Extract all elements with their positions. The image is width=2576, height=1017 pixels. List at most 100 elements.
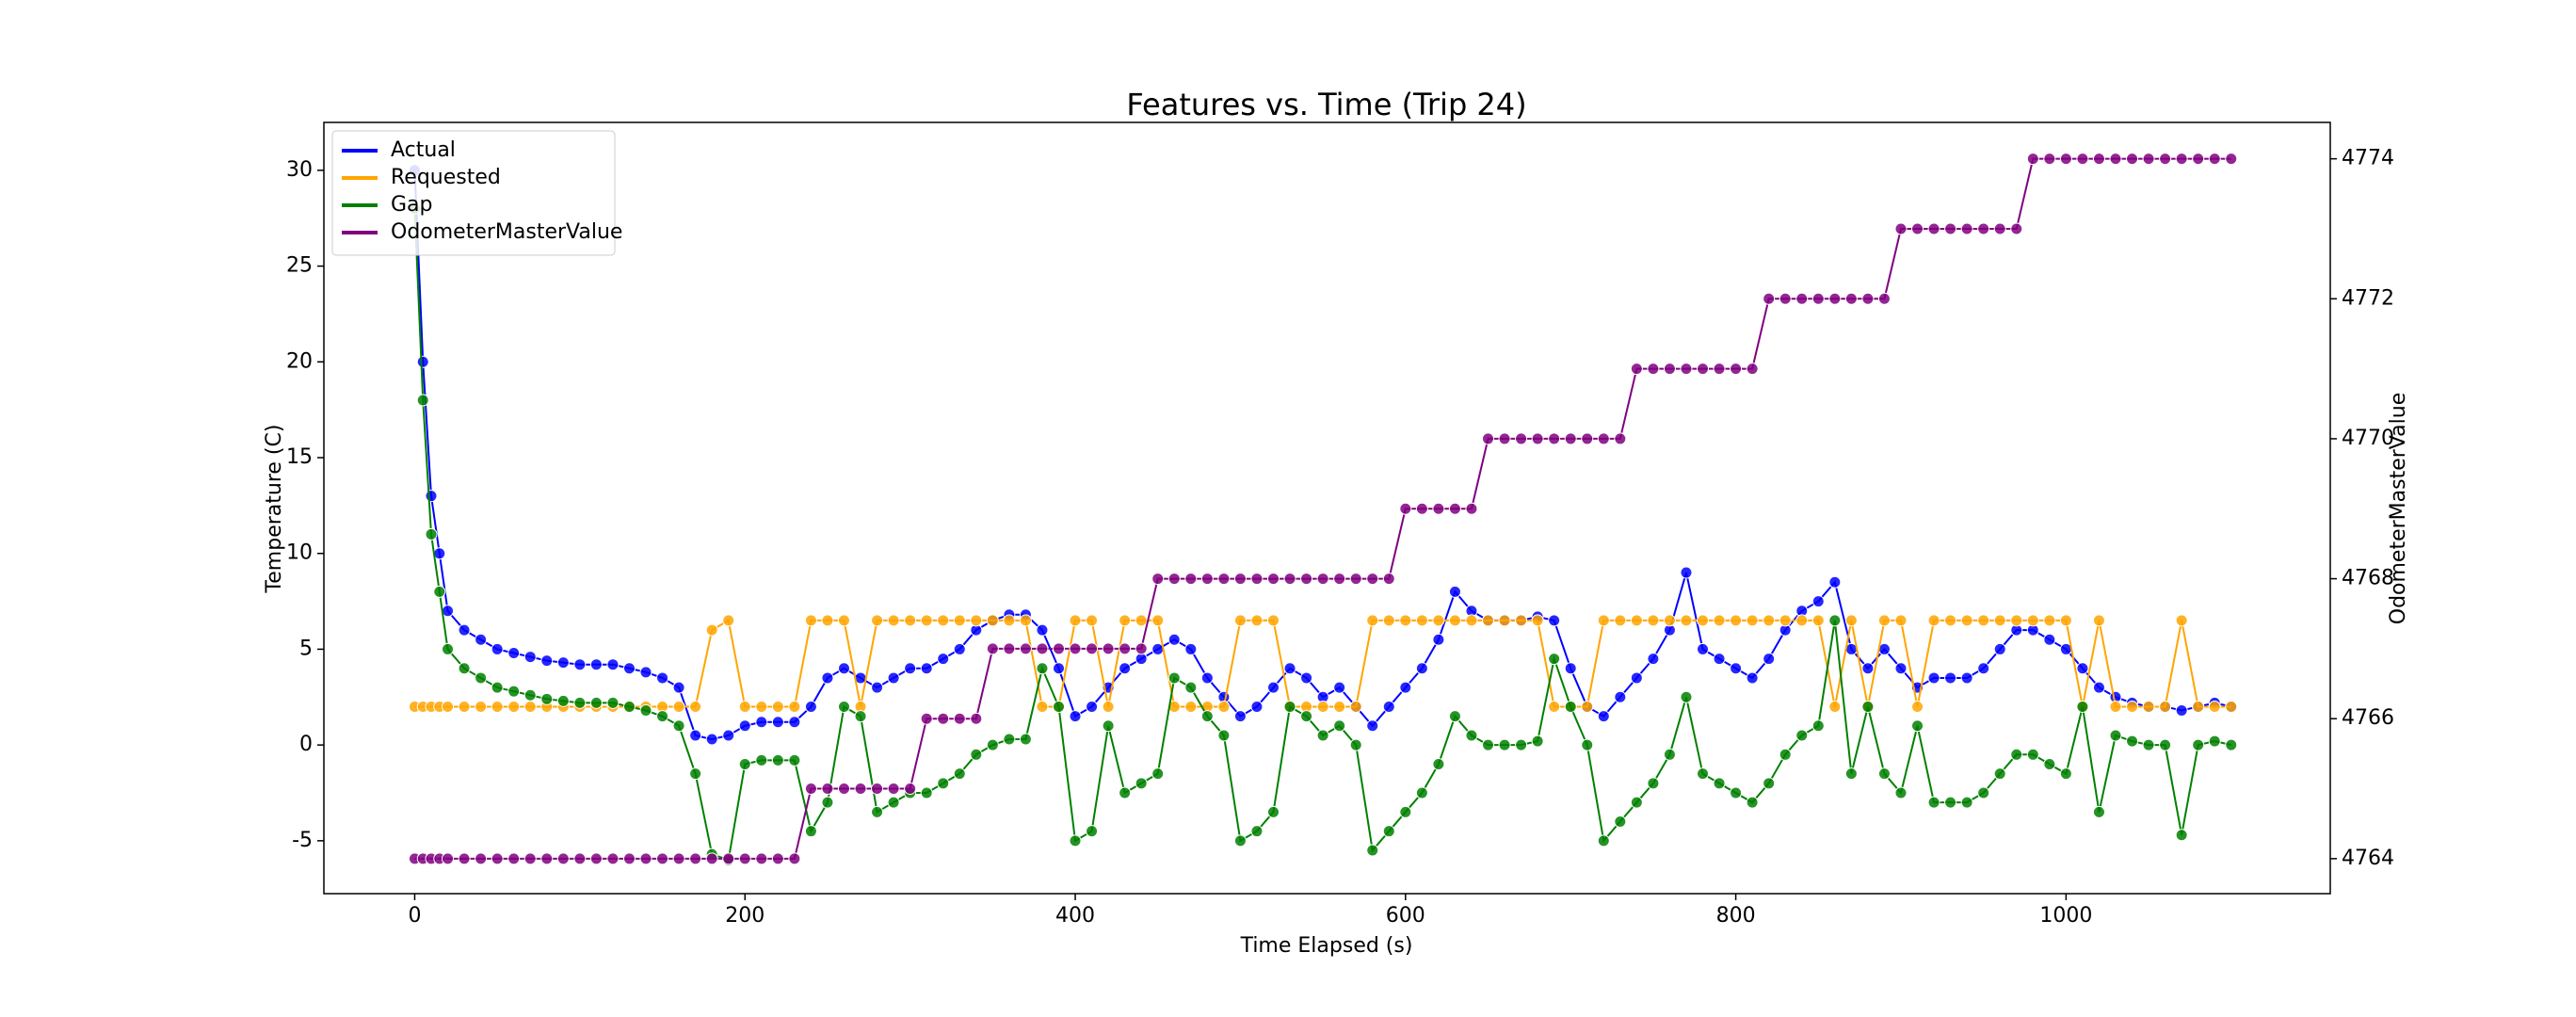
- data-point: [970, 614, 983, 627]
- data-point: [2225, 700, 2238, 713]
- data-point: [1069, 834, 1082, 848]
- data-point: [2092, 681, 2105, 694]
- legend-label: OdometerMasterValue: [391, 220, 622, 244]
- data-point: [442, 605, 455, 618]
- data-point: [1366, 573, 1379, 586]
- data-point: [2043, 614, 2056, 627]
- data-point: [1795, 614, 1809, 627]
- data-point: [1680, 363, 1693, 376]
- data-point: [788, 716, 801, 729]
- data-point: [1779, 292, 1792, 305]
- data-point: [2192, 700, 2205, 713]
- data-point: [556, 694, 570, 707]
- data-point: [705, 623, 718, 637]
- data-point: [689, 729, 702, 742]
- x-tick-label: 0: [408, 904, 421, 928]
- data-point: [2208, 153, 2221, 166]
- data-point: [1250, 825, 1264, 838]
- data-point: [1795, 292, 1809, 305]
- data-point: [871, 614, 884, 627]
- data-point: [771, 753, 784, 767]
- data-point: [425, 527, 438, 541]
- data-point: [722, 852, 735, 865]
- data-point: [1119, 786, 1132, 799]
- data-point: [953, 642, 966, 655]
- data-point: [1382, 825, 1395, 838]
- y-tick-label: 25: [286, 254, 313, 278]
- data-point: [1597, 710, 1610, 723]
- data-point: [1167, 671, 1181, 685]
- data-point: [2043, 757, 2056, 770]
- data-point: [1877, 767, 1891, 781]
- data-point: [1316, 729, 1329, 742]
- data-point: [1647, 614, 1660, 627]
- data-point: [970, 748, 983, 761]
- data-point: [2026, 748, 2039, 761]
- data-point: [1036, 700, 1049, 713]
- data-point: [1465, 502, 1478, 515]
- data-point: [1349, 573, 1362, 586]
- data-point: [523, 852, 537, 865]
- data-point: [1828, 614, 1842, 627]
- data-point: [986, 738, 999, 751]
- data-point: [1614, 815, 1627, 829]
- data-point: [1614, 432, 1627, 445]
- data-point: [854, 783, 867, 796]
- data-point: [639, 666, 652, 679]
- legend-label: Gap: [391, 193, 433, 217]
- data-point: [656, 671, 669, 685]
- data-point: [1399, 502, 1412, 515]
- data-point: [804, 700, 817, 713]
- data-point: [1333, 700, 1346, 713]
- data-point: [1036, 662, 1049, 675]
- data-point: [1266, 573, 1280, 586]
- data-point: [1184, 681, 1198, 694]
- data-point: [1746, 796, 1759, 809]
- x-tick-label: 800: [1716, 904, 1756, 928]
- data-point: [1052, 700, 1065, 713]
- data-point: [1614, 690, 1627, 703]
- data-point: [1250, 614, 1264, 627]
- data-point: [1763, 653, 1776, 666]
- data-point: [1366, 844, 1379, 857]
- data-point: [1233, 710, 1247, 723]
- y2-tick-label: 4764: [2342, 847, 2394, 870]
- data-point: [2208, 734, 2221, 748]
- data-point: [1647, 653, 1660, 666]
- data-point: [1266, 681, 1280, 694]
- data-point: [1316, 700, 1329, 713]
- data-point: [1415, 502, 1428, 515]
- data-point: [1828, 292, 1842, 305]
- data-point: [1217, 700, 1231, 713]
- data-point: [1415, 786, 1428, 799]
- data-point: [1266, 614, 1280, 627]
- data-point: [589, 852, 603, 865]
- data-point: [1200, 671, 1214, 685]
- data-point: [573, 852, 587, 865]
- data-point: [2225, 153, 2238, 166]
- data-point: [622, 700, 636, 713]
- data-point: [1861, 292, 1875, 305]
- data-point: [1548, 653, 1561, 666]
- data-point: [722, 729, 735, 742]
- data-point: [1811, 614, 1825, 627]
- data-point: [887, 614, 900, 627]
- data-point: [2092, 614, 2105, 627]
- plot-frame: [323, 121, 2331, 895]
- data-point: [458, 662, 471, 675]
- data-point: [1465, 729, 1478, 742]
- data-point: [1151, 573, 1165, 586]
- data-point: [1515, 738, 1528, 751]
- data-point: [1399, 681, 1412, 694]
- data-point: [606, 852, 620, 865]
- data-point: [1630, 796, 1643, 809]
- data-point: [1482, 614, 1495, 627]
- data-point: [1316, 573, 1329, 586]
- data-point: [937, 712, 950, 725]
- data-point: [1515, 432, 1528, 445]
- data-point: [540, 654, 554, 668]
- data-point: [920, 712, 933, 725]
- y-tick-label: 0: [299, 733, 313, 756]
- data-point: [540, 692, 554, 705]
